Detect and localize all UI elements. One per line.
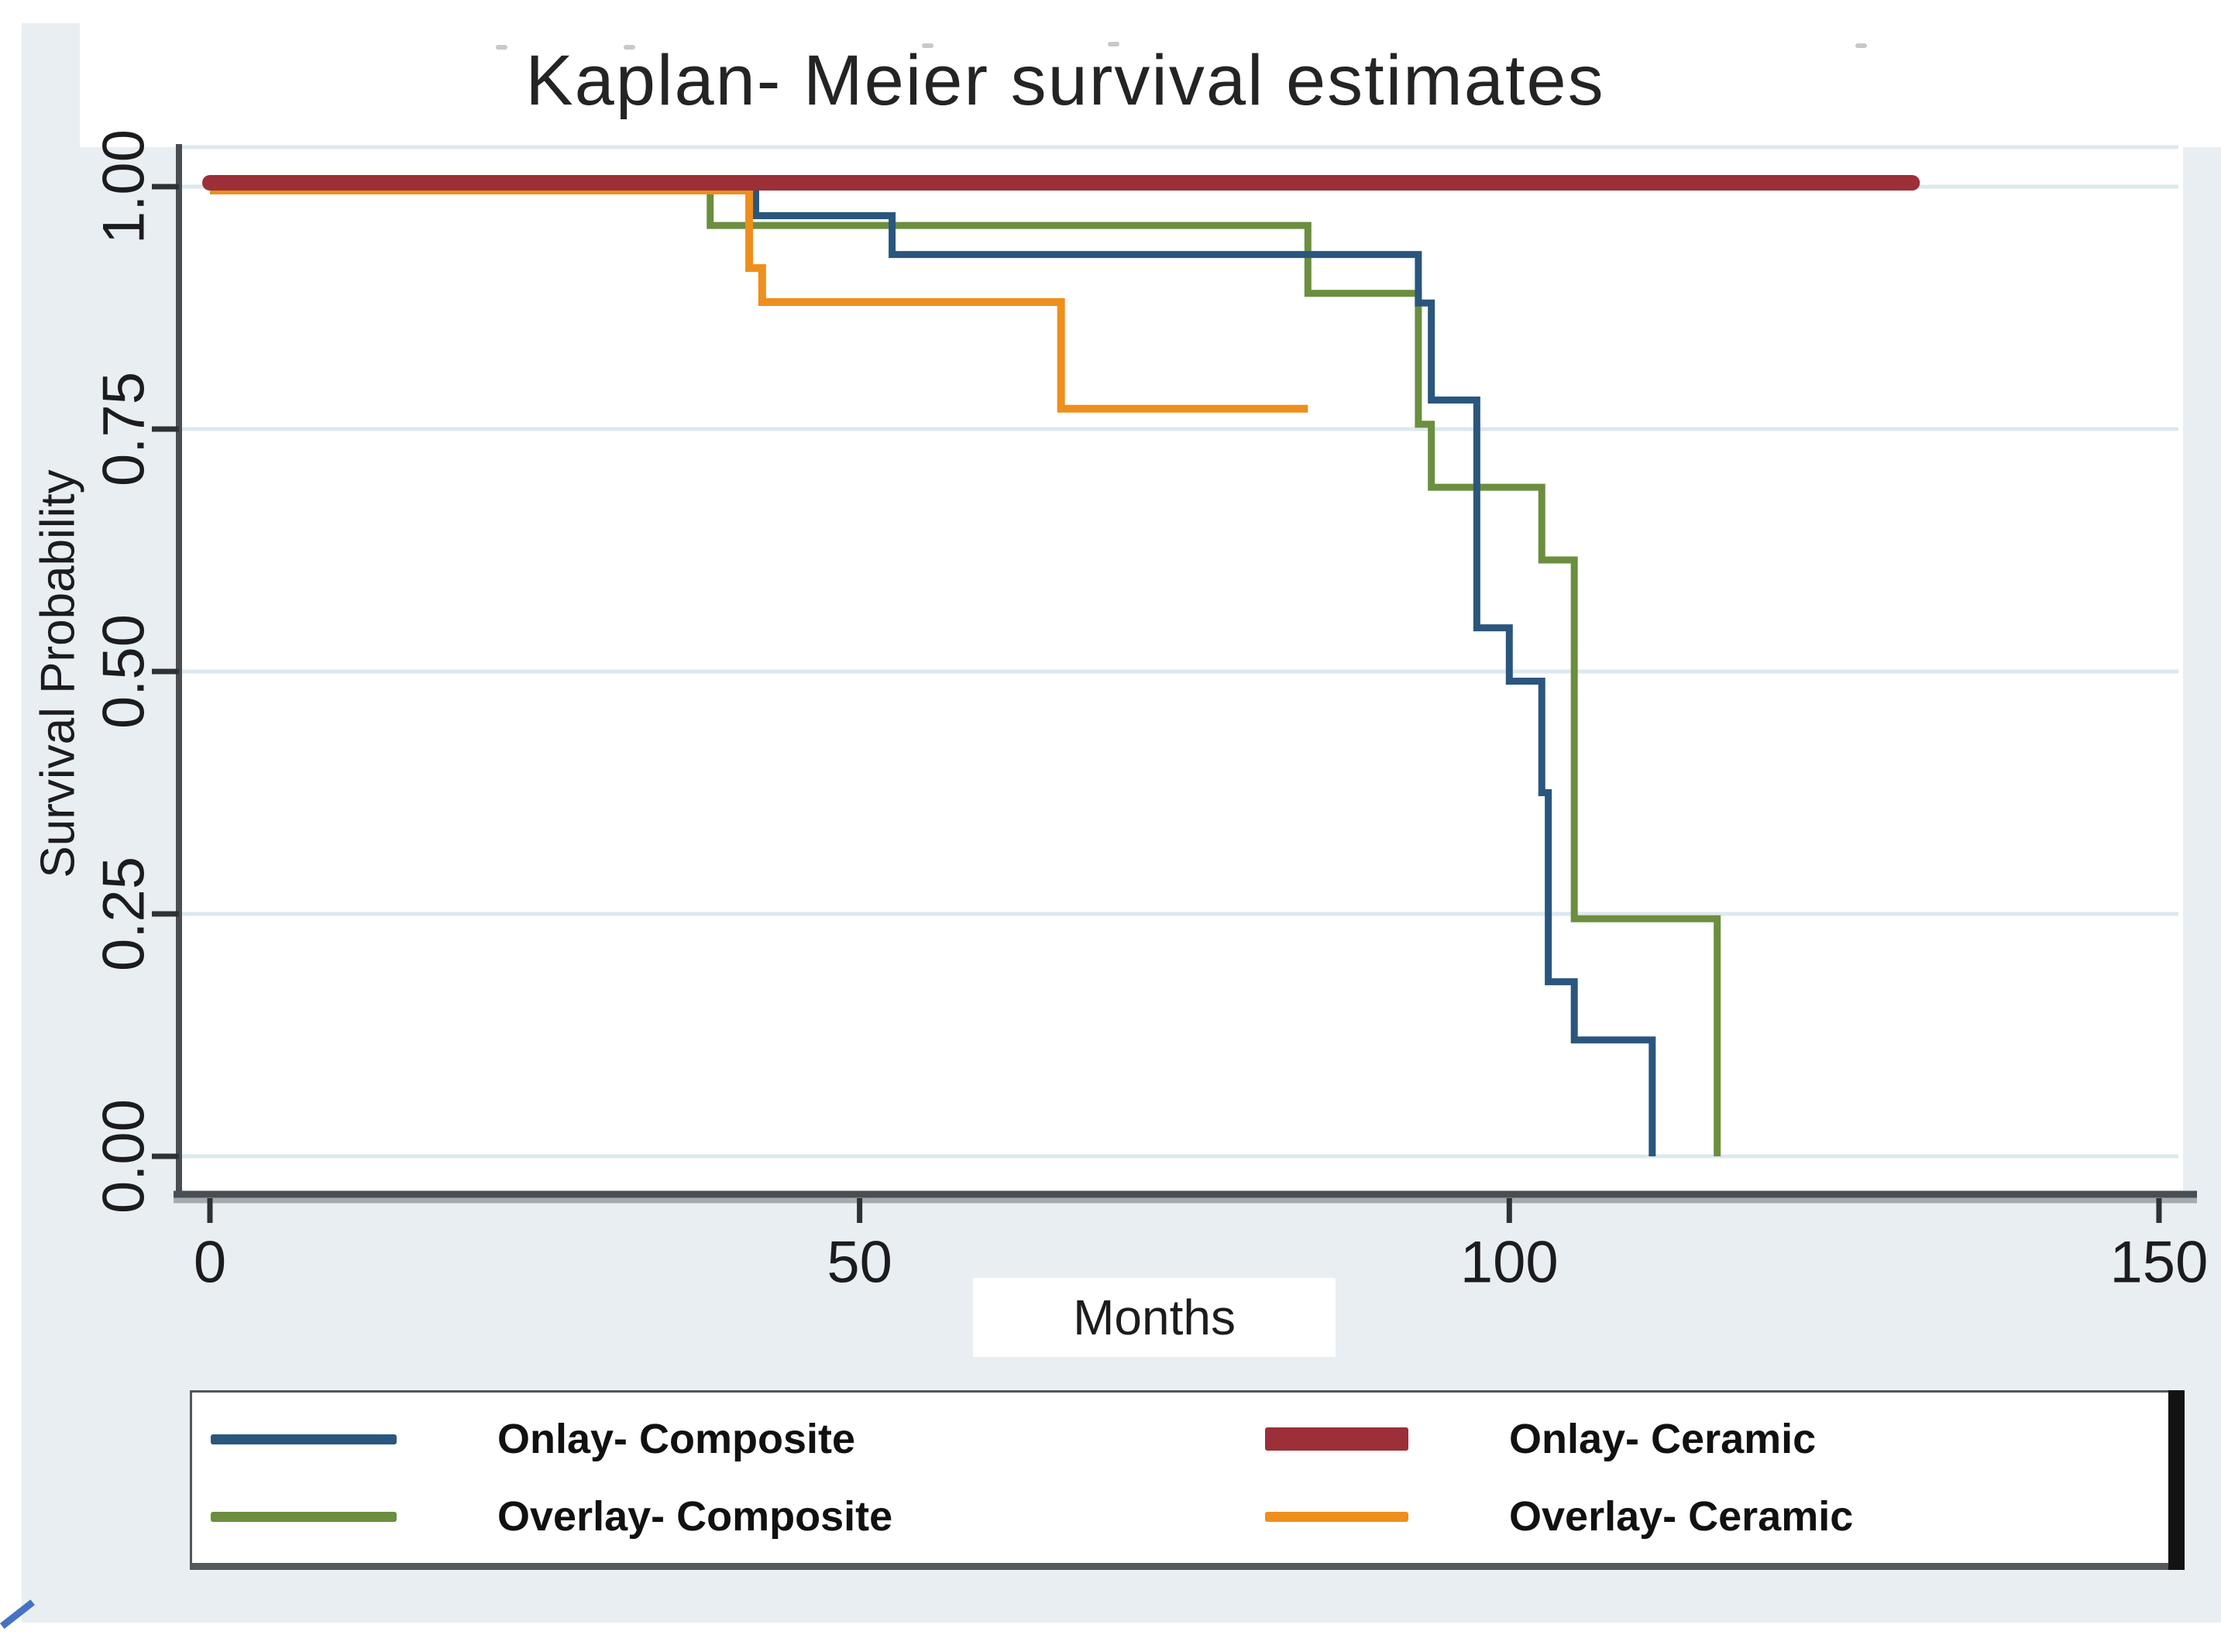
legend-label: Onlay- Ceramic [1509,1416,1817,1462]
title-band [80,22,2221,147]
artifact-dot [1855,43,1867,48]
legend-swatch-overlay-ceramic [1265,1511,1408,1522]
x-tick-label: 150 [2109,1229,2209,1296]
y-tick-label: 0.00 [91,1099,157,1214]
curve-overlay-composite [210,183,1721,1156]
y-tick-label: 1.00 [91,129,157,244]
x-axis-title-box: Months [973,1278,1336,1357]
artifact-dot [496,45,507,50]
legend-label: Onlay- Composite [497,1416,856,1462]
y-axis-title-text: Survival Probability [31,469,85,878]
y-tick-label: 0.75 [91,372,157,486]
y-tick-label: 0.25 [91,857,157,971]
chart-title: Kaplan- Meier survival estimates [525,41,1605,120]
legend-item-overlay-composite: Overlay- Composite [211,1492,892,1541]
legend-label: Overlay- Composite [497,1493,893,1540]
artifact-dot [1108,42,1119,46]
x-tick-label: 0 [193,1229,227,1296]
y-tick-label: 0.50 [91,614,157,729]
artifact-dot [624,45,635,50]
curve-onlay-composite [210,183,1656,1156]
x-tick-label: 100 [1459,1229,1559,1296]
x-axis-title-text: Months [1073,1290,1236,1345]
curve-overlay-ceramic [210,187,1308,413]
artifact-dot [922,43,933,48]
legend-item-overlay-ceramic: Overlay- Ceramic [1265,1492,1853,1541]
legend-swatch-onlay-composite [211,1434,397,1444]
legend-label: Overlay- Ceramic [1509,1493,1854,1540]
x-tick-label: 50 [827,1229,892,1296]
legend [190,1390,2185,1570]
legend-item-onlay-ceramic: Onlay- Ceramic [1265,1414,1816,1464]
legend-swatch-overlay-composite [211,1511,397,1522]
legend-item-onlay-composite: Onlay- Composite [211,1414,855,1464]
legend-swatch-onlay-ceramic [1265,1427,1408,1451]
legend-right-bar [2168,1390,2185,1570]
